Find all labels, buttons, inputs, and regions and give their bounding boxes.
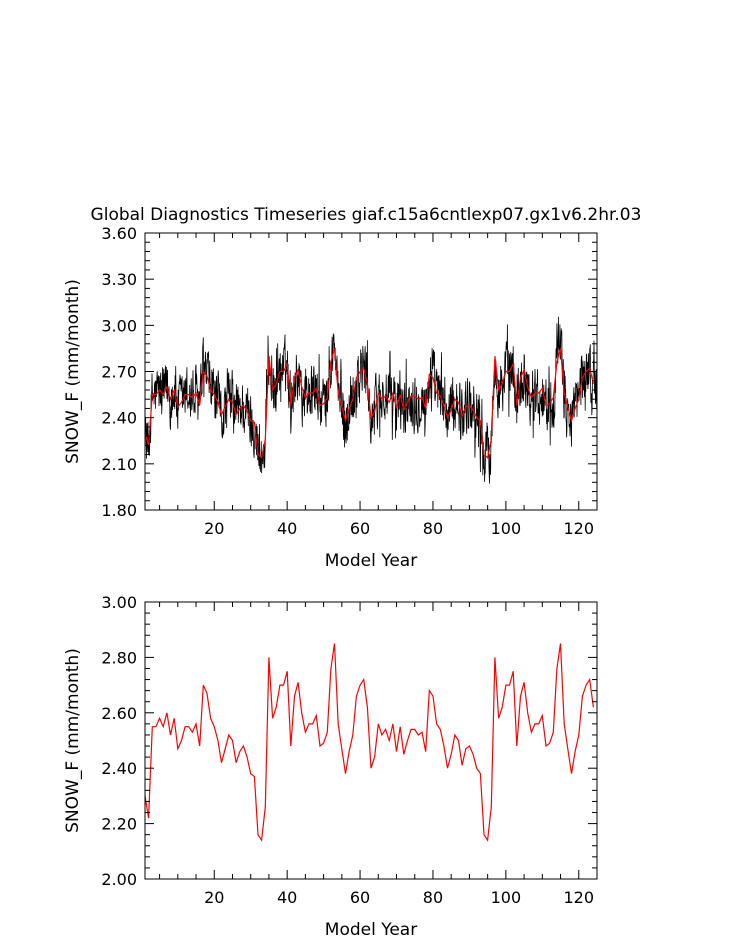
bottom-y-axis-label: SNOW_F (mm/month) — [63, 648, 83, 833]
bottom-x-axis-label: Model Year — [325, 920, 417, 940]
top-panel: Model Year SNOW_F (mm/month) 20 40 60 80 100… — [63, 224, 598, 571]
y-tick-label: 3.00 — [101, 593, 137, 612]
plot-frame — [144, 601, 598, 880]
top-y-axis-label: SNOW_F (mm/month) — [63, 279, 83, 464]
x-tick-label: 120 — [564, 519, 595, 538]
y-tick-label: 2.20 — [101, 815, 137, 834]
x-tick-label: 40 — [277, 519, 297, 538]
x-tick-label: 60 — [350, 888, 370, 907]
annual-series-line — [145, 348, 594, 459]
bottom-panel: Model Year SNOW_F (mm/month) 20 40 60 80 100… — [63, 593, 598, 940]
y-tick-label: 2.40 — [101, 759, 137, 778]
x-tick-label: 40 — [277, 888, 297, 907]
x-tick-label: 100 — [491, 888, 522, 907]
monthly-series-line — [145, 316, 597, 484]
x-tick-label: 100 — [491, 519, 522, 538]
y-tick-label: 2.10 — [101, 455, 137, 474]
chart-title: Global Diagnostics Timeseries giaf.c15a6… — [91, 205, 642, 225]
x-tick-label: 20 — [204, 519, 224, 538]
y-tick-label: 2.80 — [101, 648, 137, 667]
x-tick-label: 120 — [564, 888, 595, 907]
x-tick-label: 20 — [204, 888, 224, 907]
y-tick-label: 3.30 — [101, 270, 137, 289]
y-tick-label: 2.70 — [101, 363, 137, 382]
annual-series-line — [145, 643, 594, 842]
plot-frame — [144, 232, 598, 511]
y-tick-label: 3.00 — [101, 316, 137, 335]
x-tick-label: 60 — [350, 519, 370, 538]
top-x-axis-label: Model Year — [325, 551, 417, 571]
x-tick-label: 80 — [423, 888, 443, 907]
y-tick-label: 2.40 — [101, 409, 137, 428]
y-tick-label: 3.60 — [101, 224, 137, 243]
y-tick-label: 2.60 — [101, 704, 137, 723]
x-tick-label: 80 — [423, 519, 443, 538]
y-tick-label: 2.00 — [101, 870, 137, 889]
y-tick-label: 1.80 — [101, 501, 137, 520]
